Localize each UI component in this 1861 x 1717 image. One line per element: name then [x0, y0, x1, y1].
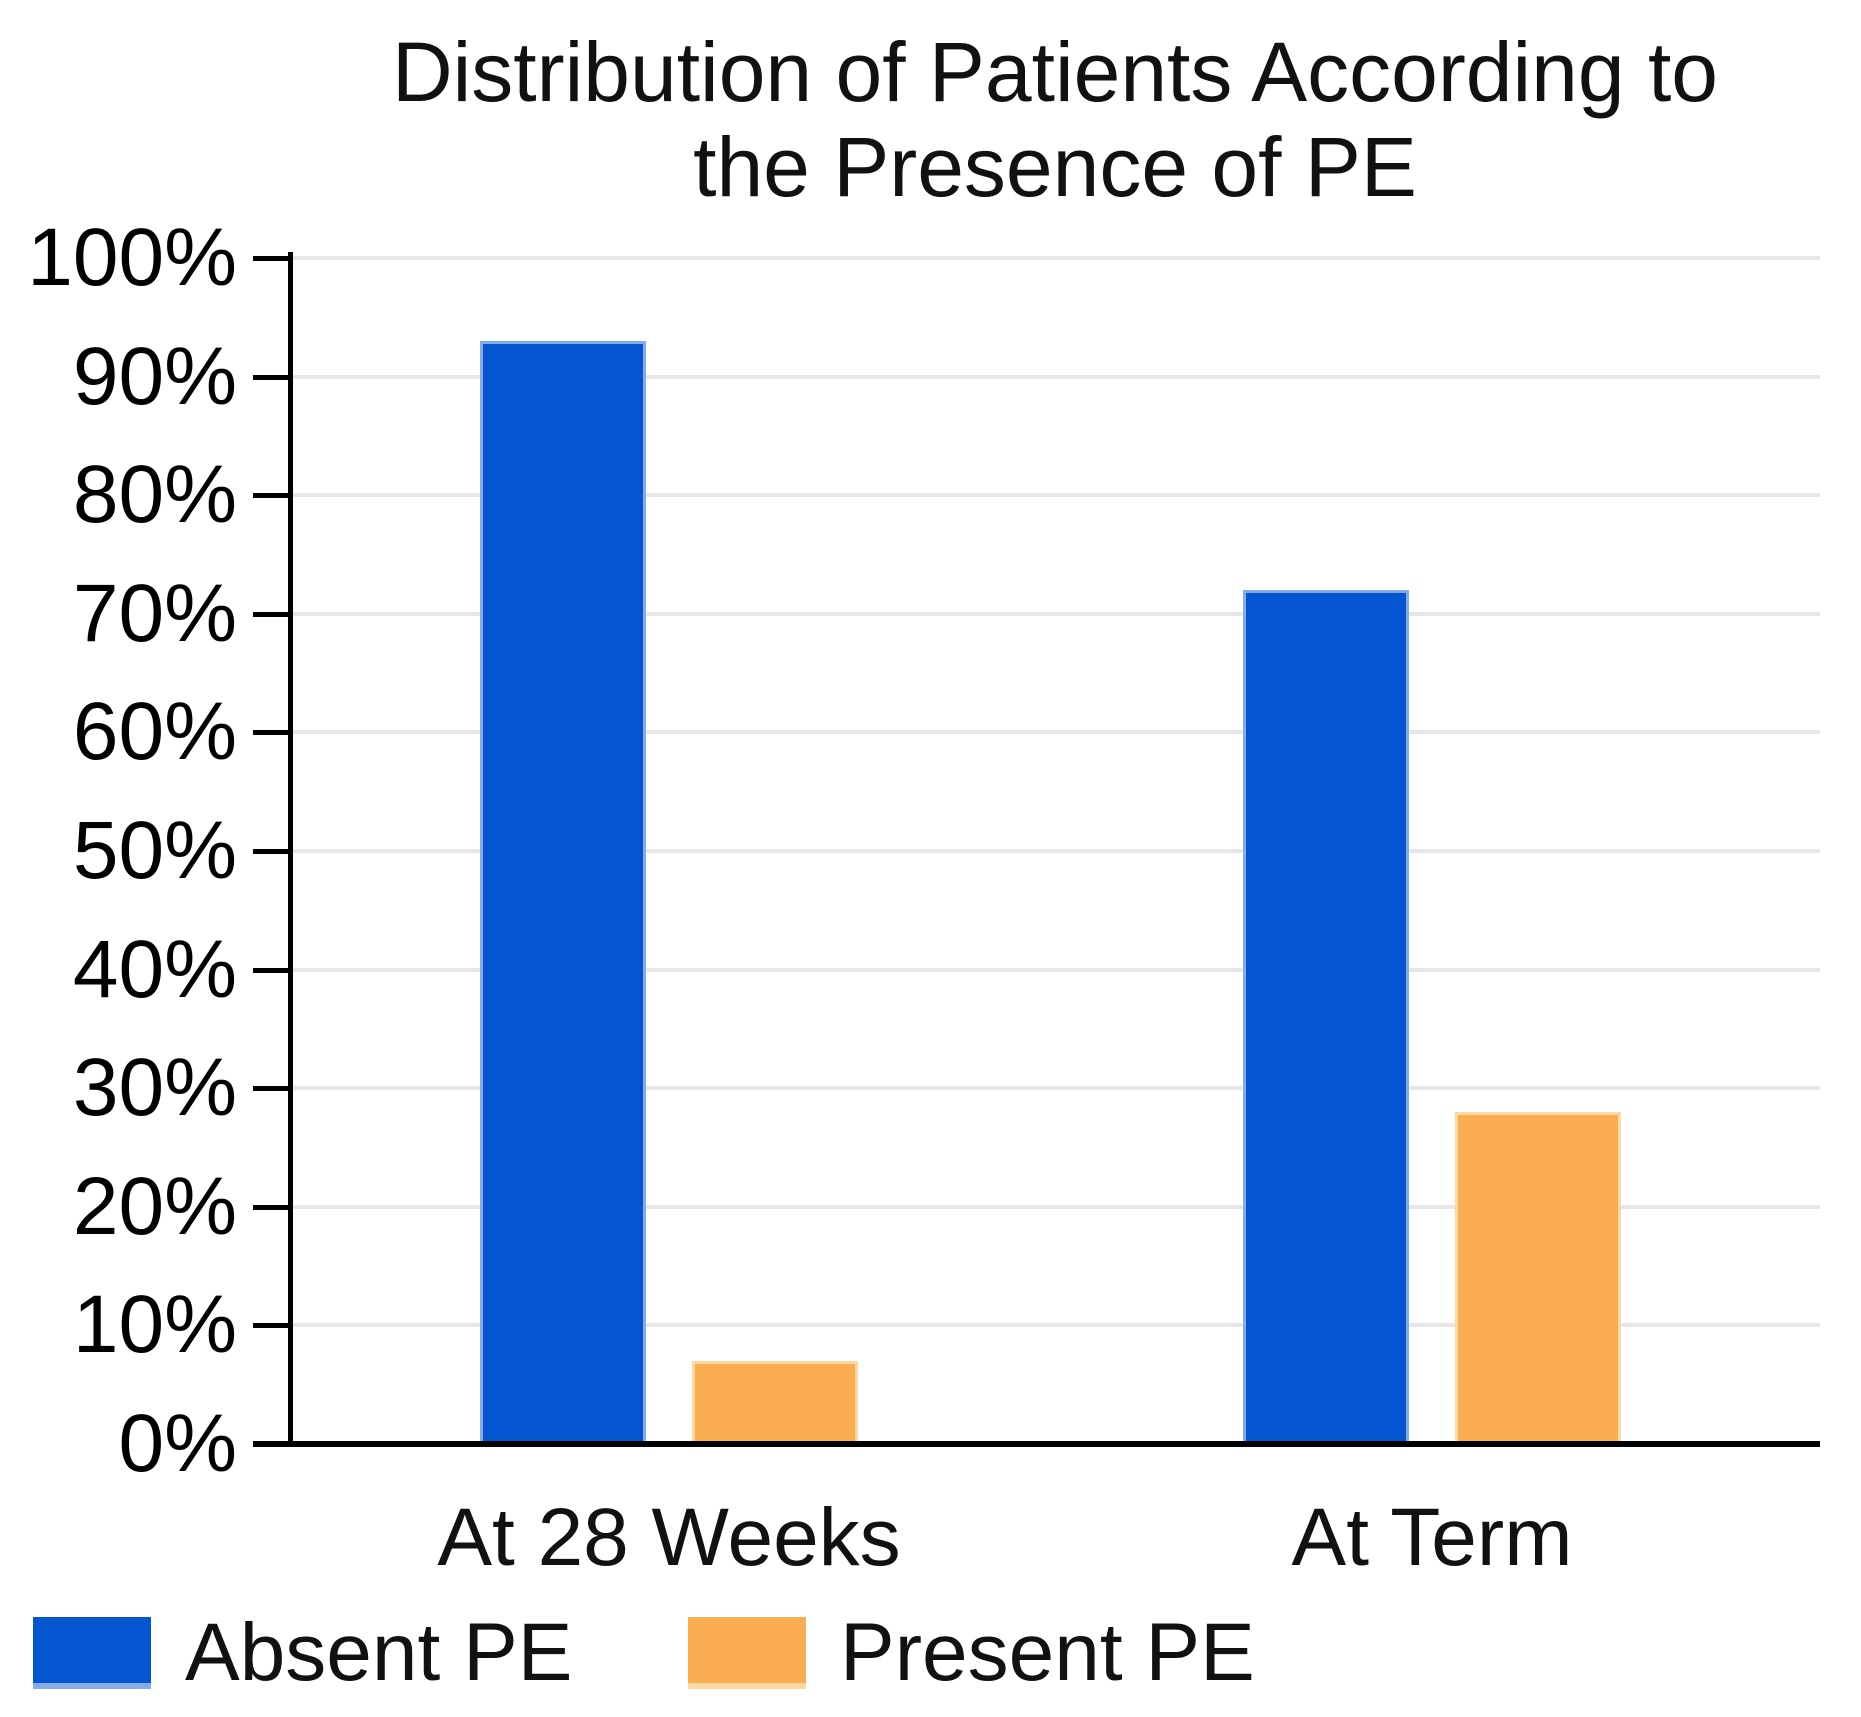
gridline-70% [290, 611, 1820, 616]
legend: Absent PE Present PE [0, 1612, 1861, 1694]
bar-absent-pe-at-28-weeks [480, 341, 646, 1444]
legend-item-present-pe: Present PE [688, 1612, 1255, 1694]
bar-present-pe-at-28-weeks [692, 1361, 858, 1444]
y-axis-tick-label-70%: 70% [72, 567, 237, 659]
y-axis-tick-40% [253, 967, 290, 973]
bar-absent-pe-at-term [1243, 590, 1409, 1444]
gridline-50% [290, 849, 1820, 853]
y-axis-tick-label-50%: 50% [72, 805, 237, 896]
gridline-80% [290, 493, 1820, 498]
y-axis-tick-10% [253, 1323, 290, 1329]
legend-item-absent-pe: Absent PE [33, 1612, 572, 1694]
y-axis-tick-label-30%: 30% [72, 1042, 237, 1134]
bar-present-pe-at-term [1455, 1112, 1621, 1444]
x-axis-line [253, 1441, 1820, 1447]
y-axis-tick-70% [253, 611, 290, 617]
y-axis-tick-100% [253, 256, 290, 261]
legend-label-absent-pe: Absent PE [185, 1607, 573, 1698]
chart-title-line-1: Distribution of Patients According to [391, 25, 1719, 119]
y-axis-tick-label-80%: 80% [72, 449, 237, 541]
y-axis-tick-50% [253, 849, 290, 854]
gridline-30% [290, 1086, 1820, 1091]
y-axis-tick-30% [253, 1086, 290, 1092]
chart-title-line-2: the Presence of PE [693, 119, 1417, 214]
y-axis-tick-label-10%: 10% [72, 1279, 237, 1371]
y-axis-tick-20% [253, 1204, 290, 1210]
x-axis-label-at-term: At Term [1291, 1492, 1573, 1583]
gridline-40% [290, 967, 1820, 972]
y-axis-tick-label-60%: 60% [72, 686, 237, 778]
y-axis-line [288, 252, 293, 1444]
y-axis-tick-label-90%: 90% [72, 330, 237, 422]
gridline-10% [290, 1323, 1820, 1328]
y-axis-tick-60% [253, 730, 290, 736]
y-axis-tick-80% [253, 493, 290, 499]
y-axis-tick-label-20%: 20% [72, 1160, 237, 1252]
gridline-100% [290, 256, 1820, 260]
y-axis-tick-label-0%: 0% [118, 1398, 237, 1489]
legend-swatch-present-pe [688, 1617, 806, 1689]
y-axis-tick-90% [253, 374, 290, 380]
gridline-60% [290, 730, 1820, 735]
legend-label-present-pe: Present PE [840, 1607, 1255, 1698]
x-axis-label-at-28-weeks: At 28 Weeks [437, 1492, 901, 1583]
gridline-20% [290, 1204, 1820, 1209]
y-axis-tick-label-100%: 100% [27, 212, 237, 303]
legend-swatch-absent-pe [33, 1617, 151, 1689]
gridline-90% [290, 374, 1820, 379]
y-axis-tick-label-40%: 40% [72, 923, 237, 1015]
chart-title: Distribution of Patients According to th… [290, 25, 1820, 215]
